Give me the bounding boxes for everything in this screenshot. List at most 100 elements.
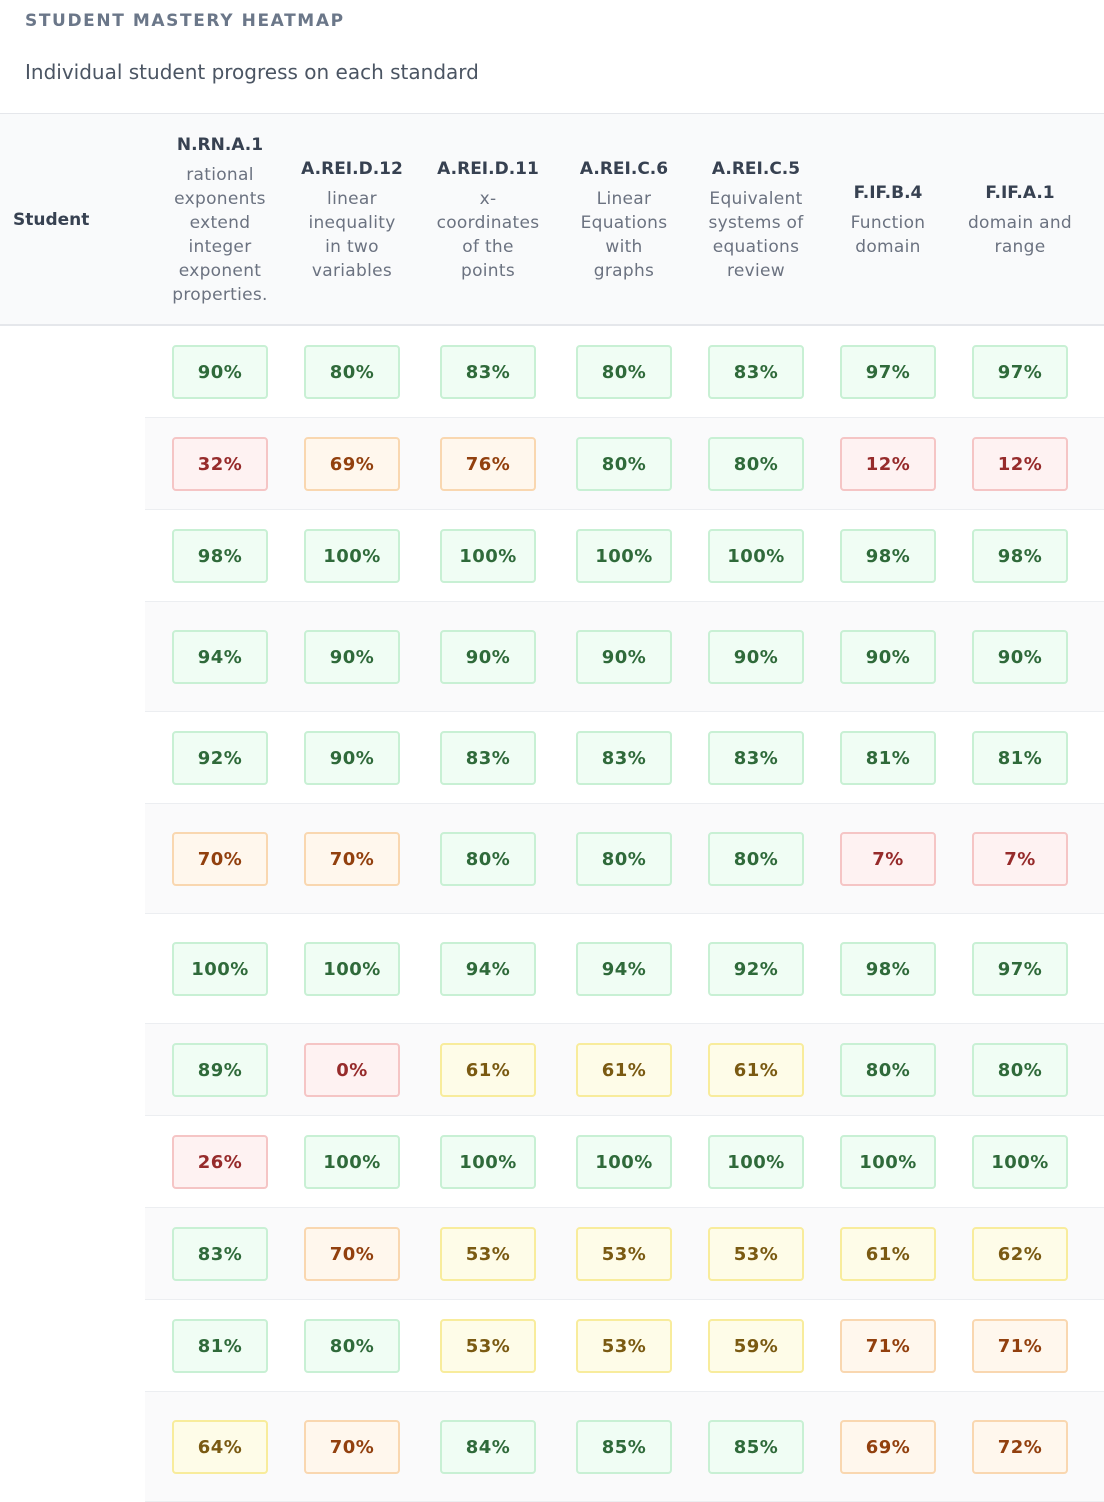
mastery-score-cell[interactable]: 83% [576,731,672,785]
standard-column-header: A.REI.D.12 linear inequality in two varia… [301,114,403,326]
mastery-score-cell[interactable]: 90% [304,731,400,785]
mastery-score-cell[interactable]: 100% [972,1135,1068,1189]
standard-description: Function domain [850,213,926,257]
mastery-score-cell[interactable]: 100% [304,942,400,996]
mastery-score-cell[interactable]: 98% [840,529,936,583]
standard-code: A.REI.D.12 [301,159,403,179]
mastery-score-cell[interactable]: 53% [440,1227,536,1281]
mastery-score-cell[interactable]: 83% [172,1227,268,1281]
mastery-score-cell[interactable]: 61% [440,1043,536,1097]
mastery-score-cell[interactable]: 90% [708,630,804,684]
mastery-score-cell[interactable]: 94% [440,942,536,996]
mastery-score-cell[interactable]: 90% [840,630,936,684]
mastery-score-cell[interactable]: 71% [972,1319,1068,1373]
standard-description: rational exponents extend integer expone… [172,165,268,305]
mastery-score-cell[interactable]: 90% [304,630,400,684]
mastery-score-cell[interactable]: 80% [576,345,672,399]
mastery-score-cell[interactable]: 92% [172,731,268,785]
mastery-score-cell[interactable]: 12% [972,437,1068,491]
mastery-score-cell[interactable]: 94% [576,942,672,996]
mastery-score-cell[interactable]: 53% [708,1227,804,1281]
mastery-score-cell[interactable]: 98% [172,529,268,583]
mastery-score-cell[interactable]: 80% [708,832,804,886]
mastery-score-cell[interactable]: 53% [576,1227,672,1281]
mastery-score-cell[interactable]: 83% [440,731,536,785]
mastery-score-cell[interactable]: 92% [708,942,804,996]
student-name-cell [0,712,145,803]
mastery-score-cell[interactable]: 0% [304,1043,400,1097]
table-row: 26% 100% 100% 100% 100% 100% 100% [145,1116,1104,1208]
mastery-score-cell[interactable]: 100% [440,529,536,583]
mastery-score-cell[interactable]: 61% [840,1227,936,1281]
table-row: 70% 70% 80% 80% 80% 7% 7% [145,804,1104,914]
section-eyebrow: STUDENT MASTERY HEATMAP [25,11,345,31]
mastery-score-cell[interactable]: 7% [840,832,936,886]
mastery-score-cell[interactable]: 81% [172,1319,268,1373]
standard-code: N.RN.A.1 [176,135,264,155]
mastery-score-cell[interactable]: 26% [172,1135,268,1189]
mastery-score-cell[interactable]: 100% [304,1135,400,1189]
mastery-score-cell[interactable]: 61% [576,1043,672,1097]
mastery-score-cell[interactable]: 7% [972,832,1068,886]
mastery-score-cell[interactable]: 83% [708,731,804,785]
mastery-score-cell[interactable]: 97% [840,345,936,399]
mastery-score-cell[interactable]: 98% [840,942,936,996]
mastery-score-cell[interactable]: 98% [972,529,1068,583]
mastery-score-cell[interactable]: 90% [576,630,672,684]
mastery-score-cell[interactable]: 69% [840,1420,936,1474]
standard-code: A.REI.D.11 [437,159,539,179]
mastery-score-cell[interactable]: 80% [440,832,536,886]
mastery-score-cell[interactable]: 100% [304,529,400,583]
mastery-score-cell[interactable]: 81% [840,731,936,785]
mastery-score-cell[interactable]: 81% [972,731,1068,785]
mastery-score-cell[interactable]: 83% [708,345,804,399]
mastery-score-cell[interactable]: 80% [576,437,672,491]
mastery-score-cell[interactable]: 100% [840,1135,936,1189]
mastery-score-cell[interactable]: 97% [972,345,1068,399]
mastery-score-cell[interactable]: 85% [708,1420,804,1474]
mastery-score-cell[interactable]: 100% [576,529,672,583]
mastery-score-cell[interactable]: 90% [440,630,536,684]
mastery-score-cell[interactable]: 53% [576,1319,672,1373]
mastery-score-cell[interactable]: 70% [304,1420,400,1474]
heatmap-header: STUDENT MASTERY HEATMAP Individual stude… [0,0,1104,114]
mastery-score-cell[interactable]: 90% [172,345,268,399]
mastery-score-cell[interactable]: 12% [840,437,936,491]
mastery-score-cell[interactable]: 90% [972,630,1068,684]
standard-description: linear inequality in two variables [308,189,396,281]
mastery-score-cell[interactable]: 83% [440,345,536,399]
mastery-score-cell[interactable]: 84% [440,1420,536,1474]
mastery-score-cell[interactable]: 100% [708,529,804,583]
mastery-score-cell[interactable]: 80% [304,345,400,399]
standard-column-header: N.RN.A.1 rational exponents extend intege… [165,114,275,326]
mastery-score-cell[interactable]: 76% [440,437,536,491]
mastery-score-cell[interactable]: 100% [708,1135,804,1189]
standard-column-header: A.REI.D.11 x-coordinates of the points [433,114,543,326]
mastery-score-cell[interactable]: 61% [708,1043,804,1097]
mastery-score-cell[interactable]: 53% [440,1319,536,1373]
mastery-score-cell[interactable]: 69% [304,437,400,491]
mastery-score-cell[interactable]: 100% [172,942,268,996]
mastery-score-cell[interactable]: 64% [172,1420,268,1474]
mastery-score-cell[interactable]: 89% [172,1043,268,1097]
mastery-score-cell[interactable]: 72% [972,1420,1068,1474]
mastery-score-cell[interactable]: 100% [576,1135,672,1189]
standard-description: Equivalent systems of equations review [708,189,804,281]
mastery-score-cell[interactable]: 80% [840,1043,936,1097]
mastery-score-cell[interactable]: 62% [972,1227,1068,1281]
mastery-score-cell[interactable]: 70% [172,832,268,886]
mastery-score-cell[interactable]: 100% [440,1135,536,1189]
mastery-score-cell[interactable]: 59% [708,1319,804,1373]
table-row: 94% 90% 90% 90% 90% 90% 90% [145,602,1104,712]
mastery-score-cell[interactable]: 85% [576,1420,672,1474]
mastery-score-cell[interactable]: 70% [304,1227,400,1281]
mastery-score-cell[interactable]: 70% [304,832,400,886]
mastery-score-cell[interactable]: 32% [172,437,268,491]
mastery-score-cell[interactable]: 94% [172,630,268,684]
mastery-score-cell[interactable]: 80% [304,1319,400,1373]
mastery-score-cell[interactable]: 80% [708,437,804,491]
mastery-score-cell[interactable]: 97% [972,942,1068,996]
mastery-score-cell[interactable]: 80% [576,832,672,886]
mastery-score-cell[interactable]: 80% [972,1043,1068,1097]
mastery-score-cell[interactable]: 71% [840,1319,936,1373]
